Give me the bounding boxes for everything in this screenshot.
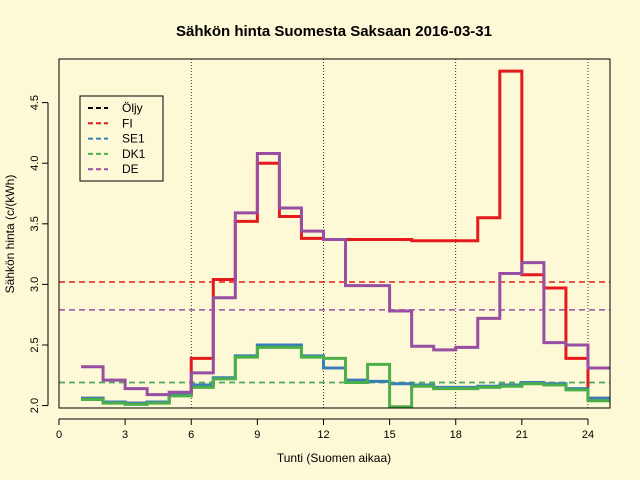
legend-label-4: DE xyxy=(122,162,139,176)
legend-label-2: SE1 xyxy=(122,132,145,146)
x-tick-label-3: 3 xyxy=(122,429,128,441)
y-axis: 2.0 2.5 3.0 3.5 4.0 4.5 xyxy=(29,95,49,413)
y-tick-label-3.0: 3.0 xyxy=(29,277,41,292)
legend-label-3: DK1 xyxy=(122,147,146,161)
x-tick-label-21: 21 xyxy=(516,429,528,441)
legend-box xyxy=(79,95,164,182)
x-tick-label-9: 9 xyxy=(254,429,260,441)
series-line-de xyxy=(81,152,610,397)
legend-label-0: Öljy xyxy=(122,101,143,115)
legend-label-1: FI xyxy=(122,116,133,130)
y-axis-label: Sähkön hinta (c/(kWh) xyxy=(3,175,17,294)
plot-area xyxy=(59,59,610,409)
y-tick-label-3.5: 3.5 xyxy=(29,216,41,231)
x-tick-label-24: 24 xyxy=(582,429,594,441)
x-axis-label: Tunti (Suomen aikaa) xyxy=(277,451,391,465)
y-tick-label-2.5: 2.5 xyxy=(29,337,41,352)
plot-frame xyxy=(58,58,611,409)
x-tick-label-0: 0 xyxy=(56,429,62,441)
series-line-dk1 xyxy=(81,345,610,409)
x-axis: 0 3 6 9 12 15 18 21 24 xyxy=(56,418,594,441)
y-tick-label-2.0: 2.0 xyxy=(29,398,41,413)
x-tick-label-15: 15 xyxy=(383,429,395,441)
x-tick-label-6: 6 xyxy=(188,429,194,441)
y-tick-label-4.5: 4.5 xyxy=(29,95,41,110)
chart-title: Sähkön hinta Suomesta Saksaan 2016-03-31 xyxy=(176,23,492,40)
x-tick-label-18: 18 xyxy=(450,429,462,441)
x-tick-label-12: 12 xyxy=(317,429,329,441)
y-tick-label-4.0: 4.0 xyxy=(29,156,41,171)
series-line-fi xyxy=(81,69,610,405)
